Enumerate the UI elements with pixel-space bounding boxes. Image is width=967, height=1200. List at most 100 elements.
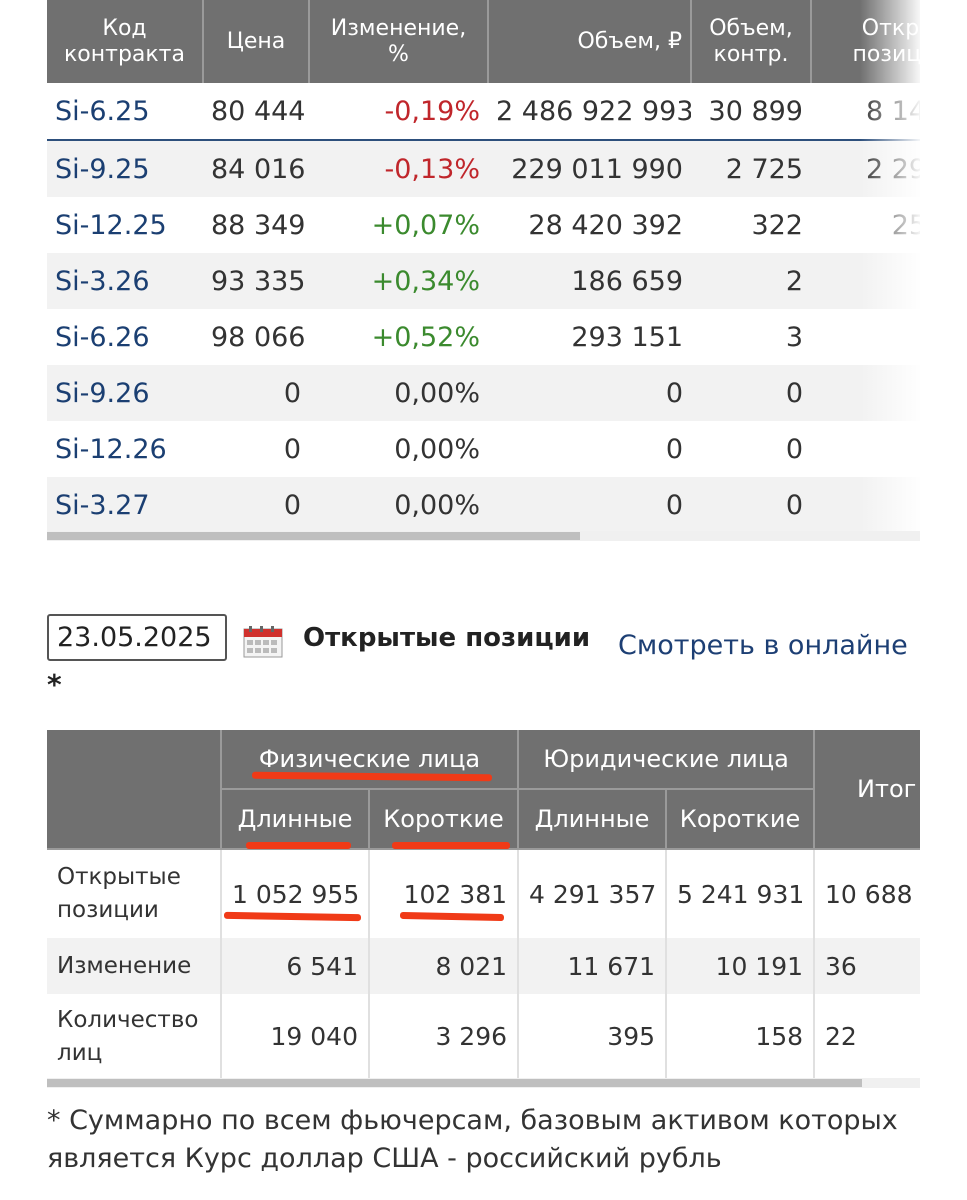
cell-open-positions: 3 6 (811, 253, 920, 309)
cell-ind-short: 102 381 (369, 849, 520, 938)
contract-link[interactable]: Si-3.26 (47, 253, 203, 309)
cell-change: -0,19% (309, 83, 488, 141)
futures-table: Код контракта Цена Изменение, % Объем, ₽… (47, 0, 920, 533)
row-label: Количество лиц (47, 994, 222, 1079)
view-online-link[interactable]: Смотреть в онлайне (618, 630, 908, 661)
cell-volume-contracts: 2 725 (691, 140, 811, 197)
cell-total: 22 (814, 994, 920, 1079)
cell-volume-rub: 0 (488, 477, 691, 533)
contract-link[interactable]: Si-9.25 (47, 140, 203, 197)
cell-volume-contracts: 30 899 (691, 83, 811, 141)
cell-price: 93 335 (203, 253, 309, 309)
annotation-underline-short (392, 842, 510, 849)
cell-volume-rub: 0 (488, 365, 691, 421)
cell-leg-long: 11 671 (518, 938, 668, 994)
cell-leg-long: 4 291 357 (518, 849, 668, 938)
positions-row: Открытые позиции 1 052 955 102 381 4 291 35… (47, 849, 920, 938)
cell-change: -0,13% (309, 140, 488, 197)
cell-ind-long: 19 040 (221, 994, 370, 1079)
scrollbar-thumb[interactable] (47, 1079, 862, 1087)
cell-total: 10 688 (814, 849, 920, 938)
cell-change: +0,52% (371, 321, 480, 353)
cell-price: 0 (203, 365, 309, 421)
cell-price: 88 349 (211, 209, 306, 241)
header-legal-short: Короткие (666, 789, 816, 850)
header-legal-entities: Юридические лица (518, 730, 816, 790)
contract-link[interactable]: Si-12.26 (55, 433, 167, 465)
asterisk-note-marker: * (47, 668, 62, 701)
cell-leg-long: 395 (518, 994, 668, 1079)
cell-price: 0 (283, 433, 301, 465)
positions-table: Физические лица Юридические лица Итог Дл… (47, 730, 920, 1079)
calendar-icon[interactable] (243, 626, 283, 658)
header-change[interactable]: Изменение, % (309, 0, 489, 83)
cell-price: 80 444 (203, 83, 309, 141)
cell-open-positions (811, 477, 920, 533)
cell-ind-long: 1 052 955 (221, 849, 370, 938)
futures-table-scrollbar[interactable] (47, 531, 920, 541)
contract-link[interactable]: Si-6.25 (47, 83, 203, 141)
scrollbar-thumb[interactable] (47, 532, 580, 540)
contract-link[interactable]: Si-9.26 (47, 365, 203, 421)
row-label: Изменение (47, 938, 222, 994)
futures-table-container: Код контракта Цена Изменение, % Объем, ₽… (47, 0, 920, 541)
cell-volume-contracts: 3 (785, 321, 803, 353)
header-individuals-short: Короткие (369, 789, 520, 850)
cell-volume-rub: 2 486 922 993 (488, 83, 691, 141)
section-title: Открытые позиции (303, 623, 591, 653)
futures-row: Si-6.25 80 444 -0,19% 2 486 922 993 30 899 8 … (47, 83, 920, 141)
contract-link[interactable]: Si-6.26 (55, 321, 150, 353)
cell-volume-rub: 186 659 (488, 253, 691, 309)
cell-volume-contracts: 0 (785, 433, 803, 465)
cell-change: 0,00% (394, 433, 480, 465)
positions-header-group-row: Физические лица Юридические лица Итог (47, 730, 920, 850)
cell-price: 98 066 (211, 321, 306, 353)
header-volume-rub[interactable]: Объем, ₽ (488, 0, 692, 83)
positions-row: Количество лиц 19 040 3 296 395 158 22 (47, 994, 920, 1079)
cell-open-positions: 2 290 2 (811, 140, 920, 197)
cell-ind-short: 8 021 (369, 938, 520, 994)
cell-volume-contracts: 2 (691, 253, 811, 309)
contract-link[interactable]: Si-3.27 (47, 477, 203, 533)
cell-volume-contracts: 0 (691, 365, 811, 421)
cell-change: +0,07% (371, 209, 480, 241)
cell-volume-rub: 0 (665, 433, 683, 465)
cell-open-positions: 250 9 (891, 209, 920, 241)
cell-open-positions: 8 143 6 (811, 83, 920, 141)
positions-header-sub-row: Длинные Короткие Длинные Короткие (47, 789, 920, 850)
futures-row: Si-12.25 88 349 +0,07% 28 420 392 322 250 9 (47, 197, 920, 253)
futures-row: Si-3.27 0 0,00% 0 0 (47, 477, 920, 533)
positions-table-scrollbar[interactable] (47, 1078, 920, 1088)
cell-volume-contracts: 322 (751, 209, 803, 241)
cell-volume-rub: 28 420 392 (528, 209, 683, 241)
row-label: Открытые позиции (47, 849, 222, 938)
cell-change: 0,00% (309, 365, 488, 421)
cell-ind-long: 6 541 (221, 938, 370, 994)
header-volume-contracts[interactable]: Объем, контр. (691, 0, 812, 83)
contract-link[interactable]: Si-12.25 (55, 209, 167, 241)
annotation-underline-long (246, 842, 351, 849)
date-input[interactable]: 23.05.2025 (47, 614, 227, 661)
cell-change: +0,34% (309, 253, 488, 309)
cell-leg-short: 5 241 931 (666, 849, 816, 938)
cell-ind-short: 3 296 (369, 994, 520, 1079)
cell-volume-contracts: 0 (691, 477, 811, 533)
cell-open-positions: 4 (811, 421, 920, 477)
cell-leg-short: 10 191 (666, 938, 816, 994)
positions-table-container: Физические лица Юридические лица Итог Дл… (47, 730, 920, 1088)
cell-volume-rub: 229 011 990 (488, 140, 691, 197)
header-empty-cell (47, 730, 222, 850)
header-open-positions[interactable]: Откр. позици (811, 0, 920, 83)
cell-total: 36 (814, 938, 920, 994)
footnote: * Суммарно по всем фьючерсам, базовым ак… (47, 1105, 898, 1174)
header-contract-code[interactable]: Код контракта (47, 0, 204, 83)
header-individuals-long: Длинные (221, 789, 370, 850)
header-price[interactable]: Цена (203, 0, 310, 83)
cell-leg-short: 158 (666, 994, 816, 1079)
header-legal-long: Длинные (518, 789, 668, 850)
futures-header-row: Код контракта Цена Изменение, % Объем, ₽… (47, 0, 920, 83)
